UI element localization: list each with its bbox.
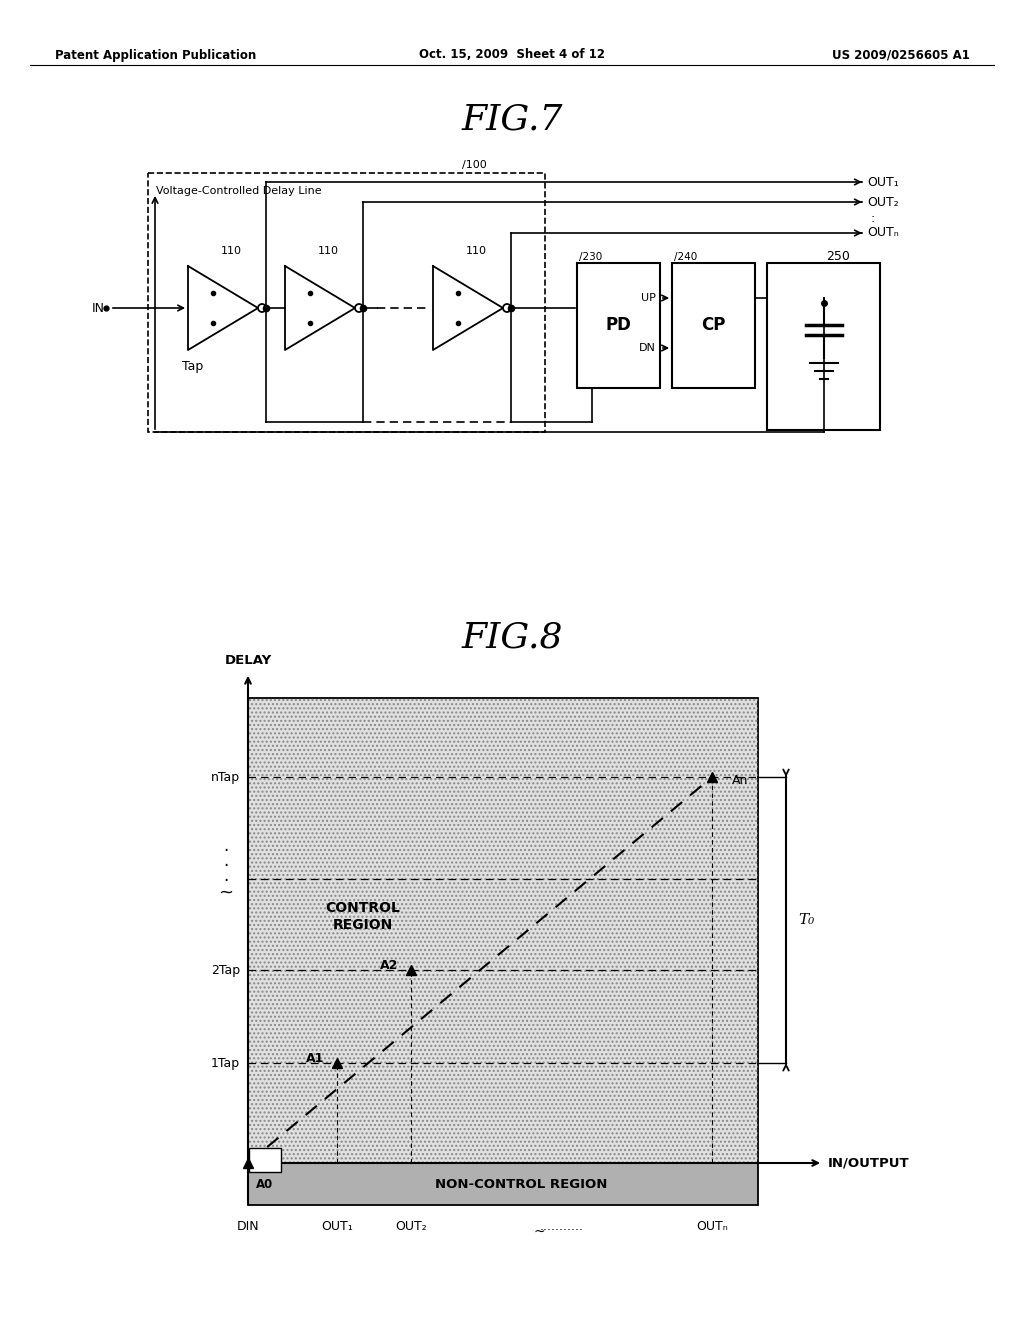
Bar (248, 698, 758, 1163)
Text: 110: 110 (466, 246, 486, 256)
Text: Tap: Tap (182, 360, 204, 374)
Text: .: . (223, 837, 228, 855)
Text: A2: A2 (380, 958, 398, 972)
Text: 2Tap: 2Tap (211, 964, 240, 977)
Text: Oct. 15, 2009  Sheet 4 of 12: Oct. 15, 2009 Sheet 4 of 12 (419, 49, 605, 62)
Text: An: An (732, 774, 749, 787)
Text: CONTROL
REGION: CONTROL REGION (326, 902, 400, 932)
Text: PD: PD (605, 317, 632, 334)
Text: nTap: nTap (211, 771, 240, 784)
Text: OUT₂: OUT₂ (395, 1221, 427, 1233)
Text: ~: ~ (534, 1225, 546, 1239)
Bar (249, 1148, 281, 1172)
Text: 110: 110 (220, 246, 242, 256)
Text: DN: DN (639, 343, 656, 352)
Text: Voltage-Controlled Delay Line: Voltage-Controlled Delay Line (156, 186, 322, 195)
Text: OUT₁: OUT₁ (322, 1221, 353, 1233)
Bar (248, 1163, 758, 1205)
Bar (767, 263, 880, 430)
Text: 1Tap: 1Tap (211, 1056, 240, 1069)
Bar (672, 263, 755, 388)
Text: .: . (223, 851, 228, 870)
Text: /100: /100 (462, 160, 486, 170)
Text: 110: 110 (317, 246, 339, 256)
Text: ~: ~ (218, 884, 233, 902)
Text: OUT₂: OUT₂ (867, 195, 899, 209)
Bar (248, 698, 758, 1163)
Text: NON-CONTROL REGION: NON-CONTROL REGION (435, 1177, 607, 1191)
Text: CP: CP (701, 317, 726, 334)
Bar (577, 263, 660, 388)
Text: US 2009/0256605 A1: US 2009/0256605 A1 (833, 49, 970, 62)
Text: UP: UP (641, 293, 656, 304)
Text: FIG.7: FIG.7 (461, 103, 563, 137)
Text: Patent Application Publication: Patent Application Publication (55, 49, 256, 62)
Text: FIG.8: FIG.8 (461, 620, 563, 655)
Text: :: : (870, 211, 874, 224)
Text: ...........: ........... (540, 1221, 584, 1233)
Text: IN/OUTPUT: IN/OUTPUT (828, 1156, 909, 1170)
Text: 250: 250 (826, 251, 851, 264)
Text: OUTₙ: OUTₙ (867, 227, 899, 239)
Text: A0: A0 (256, 1177, 273, 1191)
Text: /230: /230 (579, 252, 602, 261)
Text: OUTₙ: OUTₙ (696, 1221, 728, 1233)
Text: T₀: T₀ (798, 913, 814, 927)
Text: A1: A1 (306, 1052, 325, 1064)
Text: /240: /240 (674, 252, 697, 261)
Text: IN: IN (92, 301, 105, 314)
Text: DELAY: DELAY (224, 653, 271, 667)
Text: DIN: DIN (237, 1221, 259, 1233)
Text: OUT₁: OUT₁ (867, 176, 899, 189)
Text: .: . (223, 867, 228, 884)
